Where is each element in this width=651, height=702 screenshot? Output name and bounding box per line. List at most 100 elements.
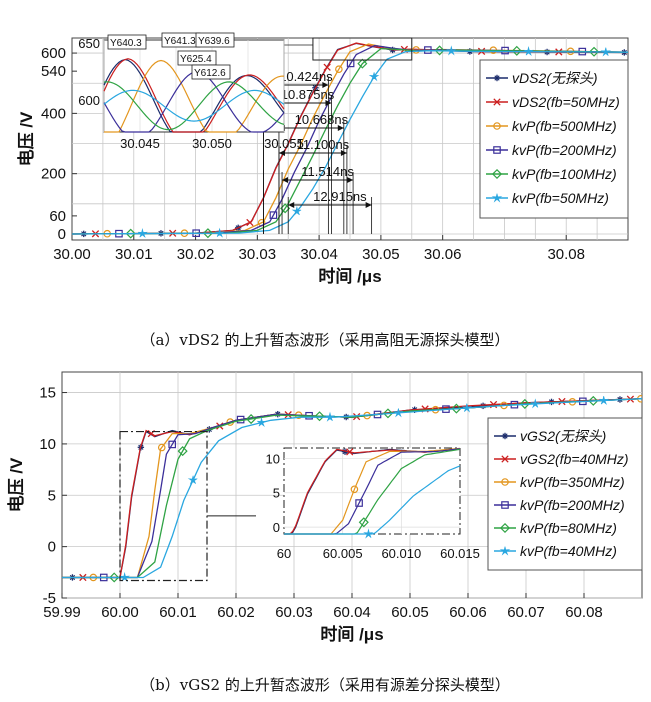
data-point: [324, 411, 336, 422]
datatip-label: Y625.4: [180, 54, 212, 65]
legend-label: vDS2(无探头): [512, 70, 598, 86]
inset-data-point: [355, 499, 363, 507]
data-point: [357, 58, 368, 69]
x-axis-ticks: 59.99 60.00 60.01 60.02 60.03 60.04 60.05 60.06…: [43, 593, 603, 621]
arrow-head: [347, 177, 354, 183]
x-tick-label: 60.08: [565, 604, 603, 621]
data-point: [291, 205, 302, 216]
inset-series-line: [104, 59, 285, 133]
legend-box: [487, 417, 643, 571]
data-point: [600, 47, 612, 57]
legend-item: kvP(fb=40MHz): [494, 543, 617, 559]
legend: vDS2(无探头) vDS2(fb=50MHz) kvP(fb=500MHz) kvP…: [479, 59, 629, 219]
figure-caption: （b）vGS2 的上升暂态波形（采用有源差分探头模型）: [140, 676, 510, 694]
legend-label: kvP(fb=100MHz): [512, 166, 617, 182]
arrow-head: [322, 82, 329, 88]
arrow-head: [278, 150, 285, 156]
legend-item: kvP(fb=50MHz): [486, 190, 609, 206]
legend-label: kvP(fb=200MHz): [520, 497, 625, 513]
legend-item: vGS2(fb=40MHz): [494, 451, 629, 467]
y-tick-label: 400: [41, 105, 66, 122]
data-point: [558, 397, 566, 406]
series-group: [72, 42, 628, 239]
x-tick-label: 30.03: [239, 246, 277, 263]
inset-series-line: [103, 58, 285, 133]
span-label: 11.514ns: [301, 164, 354, 179]
data-point: [461, 403, 473, 413]
inset-x-tick-label: 30.050: [192, 136, 232, 151]
legend-label: vGS2(fb=40MHz): [520, 451, 629, 467]
x-tick-label: 60.05: [391, 604, 429, 621]
legend-label: kvP(fb=40MHz): [520, 543, 617, 559]
data-point: [445, 45, 457, 56]
datatip-label: Y640.3: [110, 38, 142, 49]
x-tick-label: 60.07: [507, 604, 545, 621]
y-axis-label: 电压 /V: [6, 457, 26, 512]
inset-y-tick-label: 600: [78, 93, 100, 108]
inset-data-point: [346, 448, 354, 456]
data-point: [511, 45, 522, 56]
inset-y-tick-label: 10: [266, 451, 280, 466]
data-point: [187, 475, 198, 485]
data-point: [588, 46, 600, 57]
data-point: [335, 65, 343, 74]
legend: vGS2(无探头) vGS2(fb=40MHz) kvP(fb=350MHz) kvP…: [487, 417, 643, 571]
data-point: [202, 228, 213, 239]
data-point: [246, 218, 254, 227]
span-label: 11.100ns: [297, 137, 350, 152]
legend-item: vDS2(fb=50MHz): [486, 94, 620, 110]
inset-x-tick-label: 60: [277, 546, 291, 561]
inset-x-tick-label: 60.005: [323, 546, 363, 561]
y-tick-label: 0: [48, 539, 56, 556]
inset-y-tick-label: 650: [78, 36, 100, 51]
legend-label: kvP(fb=80MHz): [520, 520, 617, 536]
inset: 10 5 0 60 60.005 60.010 60.015: [266, 447, 480, 561]
datatip-box: [107, 34, 147, 50]
legend-label: kvP(fb=500MHz): [512, 118, 617, 134]
data-point: [138, 228, 148, 239]
arrow-head: [365, 202, 372, 208]
inset: Y640.3 Y641.3 Y639.6 Y625.4 Y612.6 650 600 30.0…: [78, 32, 304, 151]
data-point: [368, 72, 380, 82]
y-tick-label: 600: [41, 45, 66, 62]
x-tick-label: 30.04: [300, 246, 338, 263]
zoom-region: [119, 430, 208, 582]
legend-marker: [499, 546, 511, 556]
datatip-box: [195, 32, 235, 48]
x-tick-label: 60.02: [217, 604, 255, 621]
x-tick-label: 60.01: [159, 604, 197, 621]
y-tick-label: 60: [49, 208, 66, 225]
x-axis-ticks: 30.00 30.01 30.02 30.03 30.04 30.05 30.06 30.08: [53, 235, 585, 263]
data-point: [257, 417, 267, 428]
legend-item: vGS2(无探头): [494, 428, 606, 444]
annotations: [119, 430, 256, 582]
span-label: 10.668ns: [295, 112, 349, 127]
datatip-label: Y641.3: [164, 36, 196, 47]
inset-y-tick-label: 0: [273, 520, 280, 535]
legend-marker: [491, 168, 503, 180]
span-label: 10.424ns: [279, 69, 333, 84]
datatip-label: Y612.6: [194, 68, 226, 79]
data-point: [599, 396, 610, 406]
legend-label: vGS2(无探头): [520, 428, 606, 444]
inset-box: [283, 447, 461, 535]
data-point: [519, 398, 530, 409]
legend-item: kvP(fb=200MHz): [494, 497, 625, 513]
legend-label: kvP(fb=50MHz): [512, 190, 609, 206]
x-tick-label: 30.00: [53, 246, 91, 263]
zoom-region: [312, 37, 413, 61]
legend-marker: [491, 193, 503, 203]
data-point: [323, 63, 331, 71]
arrow-head: [337, 125, 344, 131]
legend-marker: [493, 74, 501, 82]
y-axis-label: 电压 /V: [16, 111, 36, 166]
chart-panel-b: 59.99 60.00 60.01 60.02 60.03 60.04 60.05 60.06…: [6, 371, 643, 694]
legend-item: kvP(fb=500MHz): [486, 118, 617, 134]
data-point: [269, 211, 278, 219]
arrow-head: [288, 202, 295, 208]
legend-marker: [501, 501, 509, 509]
data-point: [523, 46, 534, 57]
data-point: [393, 408, 404, 418]
data-point: [588, 395, 599, 406]
